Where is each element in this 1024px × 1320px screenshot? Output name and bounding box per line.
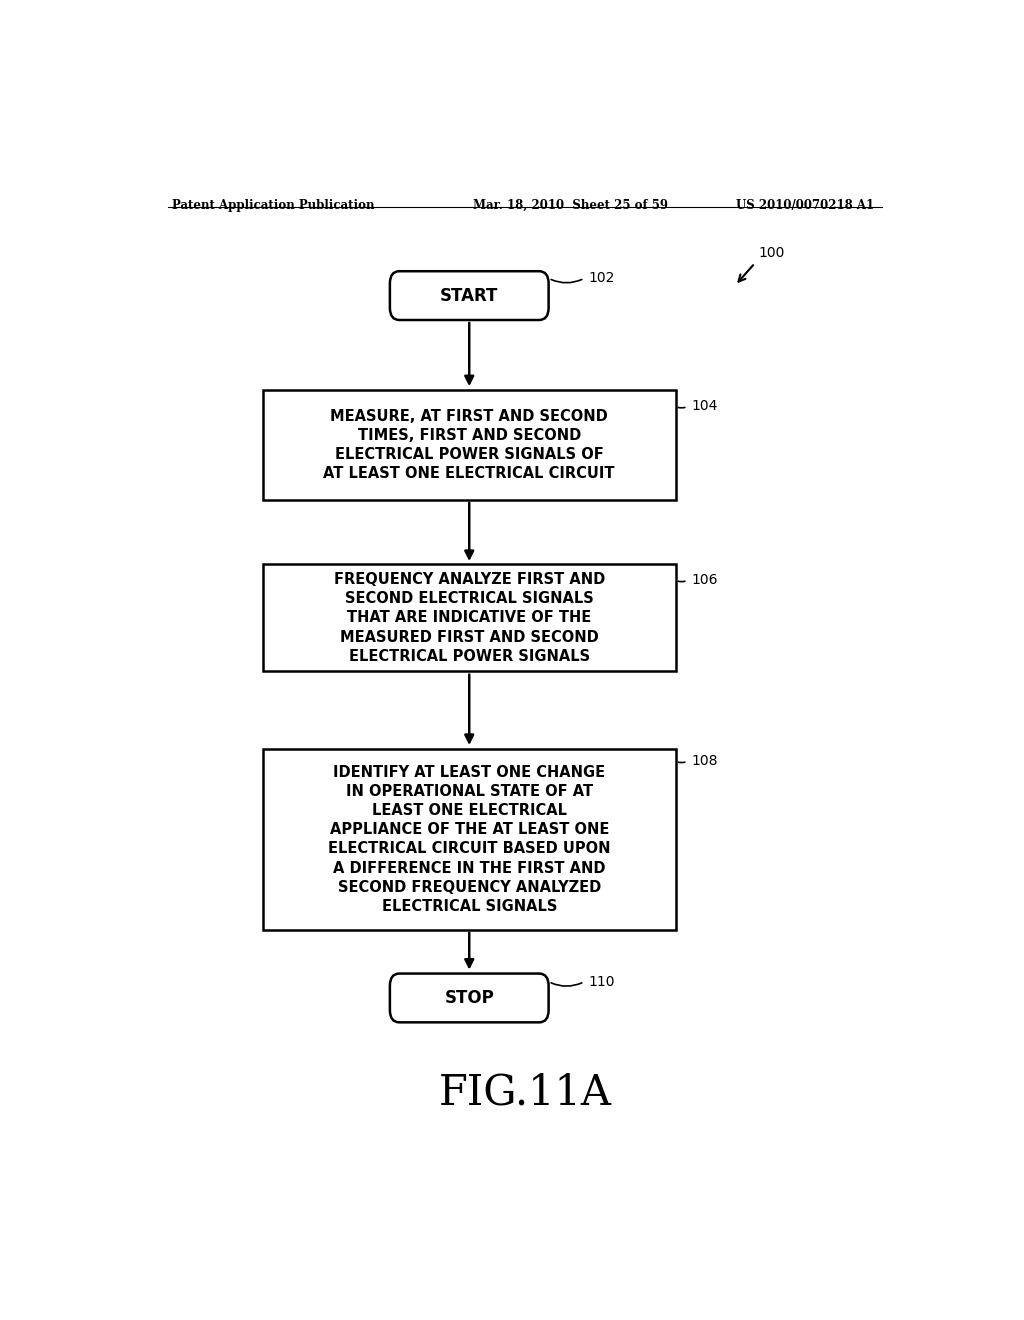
Text: 104: 104 <box>691 400 718 413</box>
Text: FIG.11A: FIG.11A <box>438 1072 611 1114</box>
Text: 110: 110 <box>588 974 614 989</box>
Text: Mar. 18, 2010  Sheet 25 of 59: Mar. 18, 2010 Sheet 25 of 59 <box>473 199 669 213</box>
Text: 106: 106 <box>691 573 718 587</box>
Text: MEASURE, AT FIRST AND SECOND
TIMES, FIRST AND SECOND
ELECTRICAL POWER SIGNALS OF: MEASURE, AT FIRST AND SECOND TIMES, FIRS… <box>324 409 615 482</box>
Text: 102: 102 <box>588 272 614 285</box>
FancyBboxPatch shape <box>390 271 549 319</box>
Text: 100: 100 <box>759 246 785 260</box>
Text: US 2010/0070218 A1: US 2010/0070218 A1 <box>736 199 873 213</box>
Text: 108: 108 <box>691 754 718 768</box>
Bar <box>263 748 676 929</box>
Bar <box>263 391 676 500</box>
FancyBboxPatch shape <box>390 974 549 1022</box>
Text: Patent Application Publication: Patent Application Publication <box>172 199 374 213</box>
Text: START: START <box>440 286 499 305</box>
Text: STOP: STOP <box>444 989 495 1007</box>
Text: IDENTIFY AT LEAST ONE CHANGE
IN OPERATIONAL STATE OF AT
LEAST ONE ELECTRICAL
APP: IDENTIFY AT LEAST ONE CHANGE IN OPERATIO… <box>328 764 610 913</box>
Bar <box>263 565 676 671</box>
Text: FREQUENCY ANALYZE FIRST AND
SECOND ELECTRICAL SIGNALS
THAT ARE INDICATIVE OF THE: FREQUENCY ANALYZE FIRST AND SECOND ELECT… <box>334 572 605 664</box>
